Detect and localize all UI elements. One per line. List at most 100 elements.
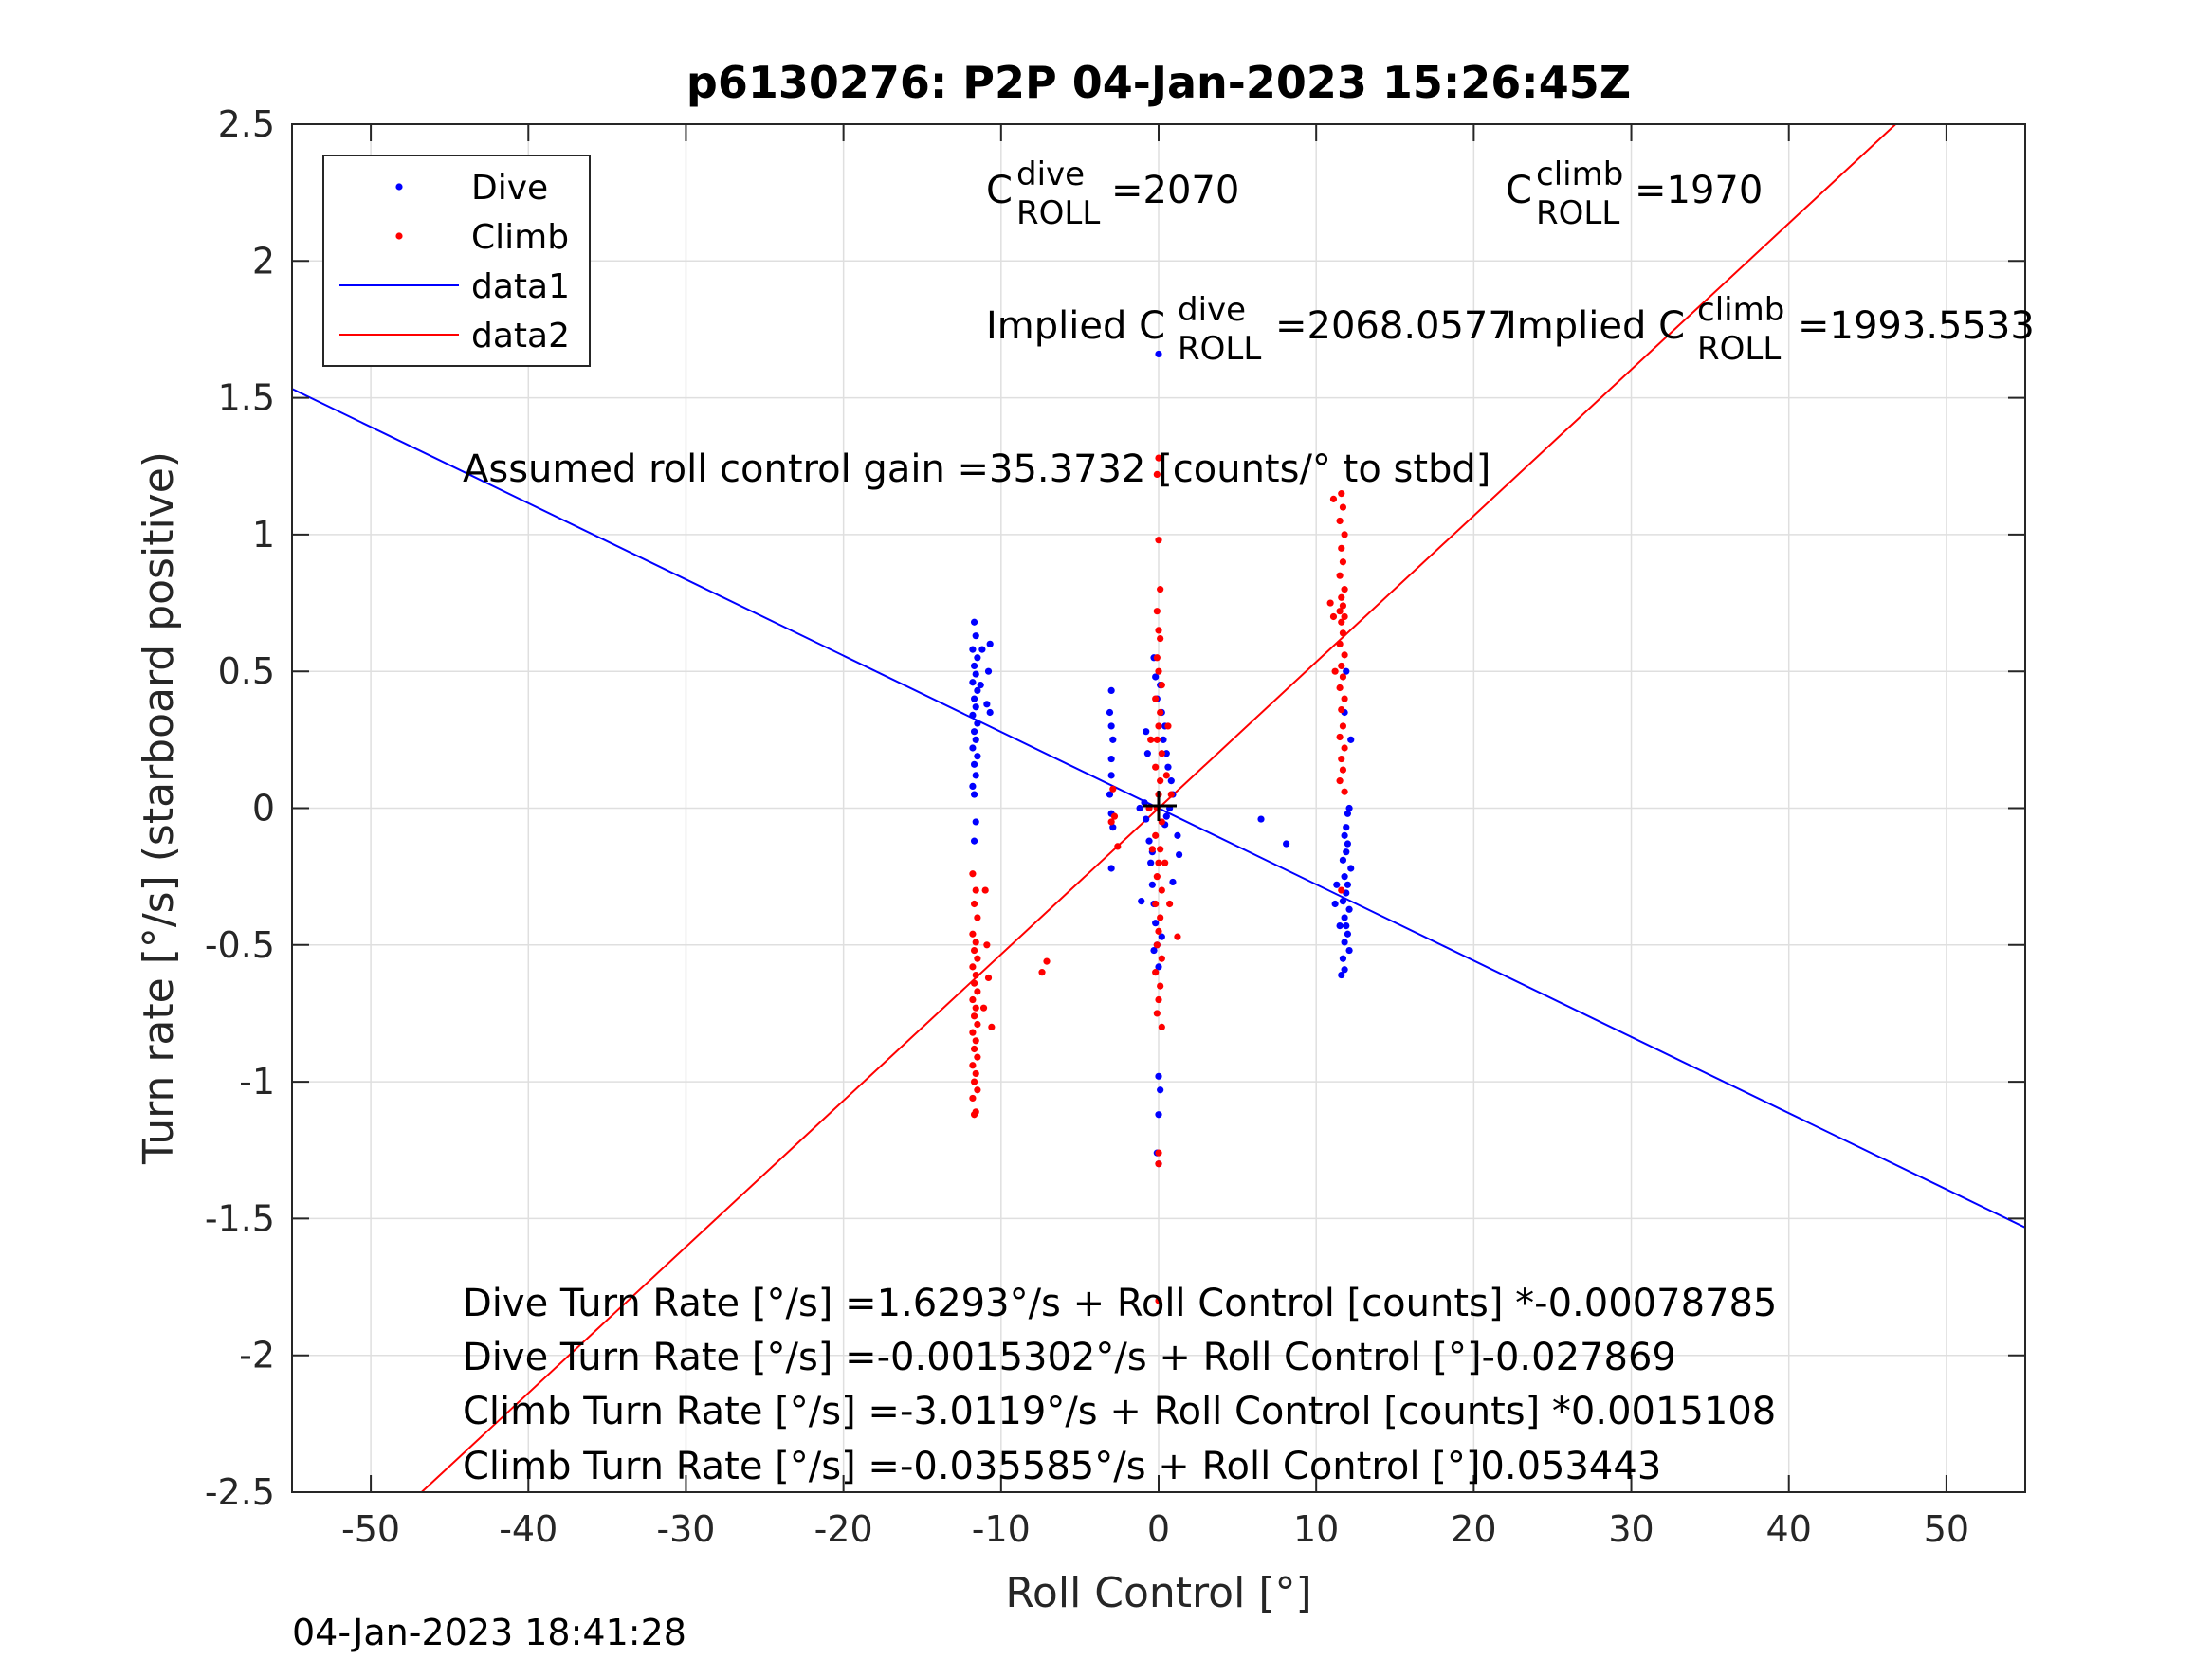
point-dive	[1167, 777, 1175, 785]
y-tick-label: -2	[239, 1335, 275, 1376]
point-climb	[1339, 722, 1347, 730]
point-dive	[1176, 850, 1183, 859]
point-dive	[1155, 350, 1162, 358]
x-tick-label: 30	[1608, 1508, 1654, 1550]
point-climb	[1158, 1023, 1165, 1030]
point-climb	[1153, 941, 1161, 949]
point-climb	[1109, 785, 1117, 793]
point-climb	[974, 1053, 981, 1061]
point-climb	[1339, 673, 1347, 681]
point-climb	[1148, 846, 1156, 853]
point-climb	[1331, 667, 1339, 675]
data-points	[969, 350, 1355, 1304]
y-tick-label: 2.5	[218, 103, 275, 145]
point-dive	[1107, 772, 1115, 779]
point-climb	[988, 1023, 996, 1030]
point-climb	[1155, 1297, 1162, 1304]
point-climb	[974, 955, 981, 962]
point-dive	[970, 837, 978, 845]
y-tick-label: 2	[252, 240, 275, 282]
point-climb	[970, 1045, 978, 1053]
point-climb	[970, 900, 978, 908]
point-climb	[1155, 995, 1162, 1004]
gain-annotation: Assumed roll control gain =35.3732 [coun…	[463, 447, 1490, 491]
point-climb	[970, 1012, 978, 1020]
point-climb	[1341, 651, 1348, 659]
point-climb	[981, 886, 989, 894]
point-climb	[1339, 558, 1347, 566]
point-dive	[970, 695, 978, 702]
y-tick-label: -1	[239, 1061, 275, 1103]
point-dive	[1343, 848, 1350, 856]
point-climb	[1153, 470, 1161, 479]
point-dive	[1106, 708, 1114, 717]
point-dive	[969, 646, 977, 653]
point-climb	[1155, 537, 1162, 544]
y-tick-label: 1.5	[218, 377, 275, 419]
y-tick-label: -0.5	[205, 924, 275, 966]
point-climb	[1155, 667, 1162, 675]
y-axis-label: Turn rate [°/s] (starboard positive)	[135, 451, 183, 1165]
point-dive	[1169, 878, 1177, 886]
point-climb	[1338, 490, 1345, 498]
point-climb	[1341, 744, 1348, 752]
point-dive	[970, 618, 978, 626]
point-dive	[986, 708, 994, 717]
point-climb	[1338, 662, 1345, 670]
point-dive	[1341, 914, 1348, 921]
point-climb	[969, 963, 977, 971]
point-dive	[1257, 815, 1265, 823]
point-climb	[1152, 831, 1160, 839]
x-tick-label: -20	[814, 1508, 873, 1550]
point-dive	[1109, 824, 1117, 831]
point-climb	[1155, 454, 1162, 462]
point-dive	[1347, 736, 1355, 743]
point-dive	[974, 654, 981, 662]
y-tick-label: 0	[252, 788, 275, 830]
point-climb	[969, 870, 977, 878]
point-climb	[1164, 722, 1172, 730]
point-dive	[1155, 1072, 1162, 1080]
point-climb	[1158, 682, 1165, 689]
point-climb	[1341, 788, 1348, 795]
point-dive	[1160, 736, 1167, 743]
point-dive	[972, 772, 979, 779]
point-climb	[1038, 969, 1046, 976]
point-climb	[1161, 859, 1169, 866]
point-climb	[1336, 572, 1344, 579]
chart-title: p6130276: P2P 04-Jan-2023 15:26:45Z	[686, 57, 1631, 108]
legend-label-data2: data2	[471, 317, 570, 356]
point-dive	[1341, 831, 1348, 839]
point-climb	[1341, 586, 1348, 593]
point-dive	[1109, 736, 1117, 743]
legend-marker-climb	[395, 232, 403, 240]
point-climb	[1153, 654, 1161, 662]
point-dive	[1148, 881, 1156, 888]
point-climb	[1341, 612, 1348, 621]
point-climb	[1110, 812, 1119, 820]
point-dive	[969, 744, 977, 752]
point-climb	[1153, 736, 1161, 743]
point-climb	[1157, 846, 1164, 853]
point-dive	[1333, 881, 1341, 888]
point-climb	[1339, 503, 1347, 511]
point-climb	[974, 988, 981, 995]
point-climb	[970, 1111, 978, 1119]
point-climb	[969, 1094, 977, 1103]
point-dive	[969, 782, 977, 791]
point-dive	[1341, 939, 1348, 946]
point-dive	[1345, 804, 1353, 812]
point-climb	[1155, 1149, 1162, 1157]
x-tick-label: 50	[1924, 1508, 1969, 1550]
point-climb	[1114, 843, 1122, 850]
point-climb	[1152, 900, 1160, 908]
legend: Dive Climb data1 data2	[322, 155, 591, 367]
point-climb	[1326, 599, 1334, 607]
point-climb	[1152, 969, 1160, 976]
point-climb	[1107, 818, 1115, 826]
point-climb	[1155, 627, 1162, 634]
point-dive	[1143, 815, 1150, 823]
point-dive	[1339, 898, 1347, 905]
point-climb	[1339, 766, 1347, 774]
